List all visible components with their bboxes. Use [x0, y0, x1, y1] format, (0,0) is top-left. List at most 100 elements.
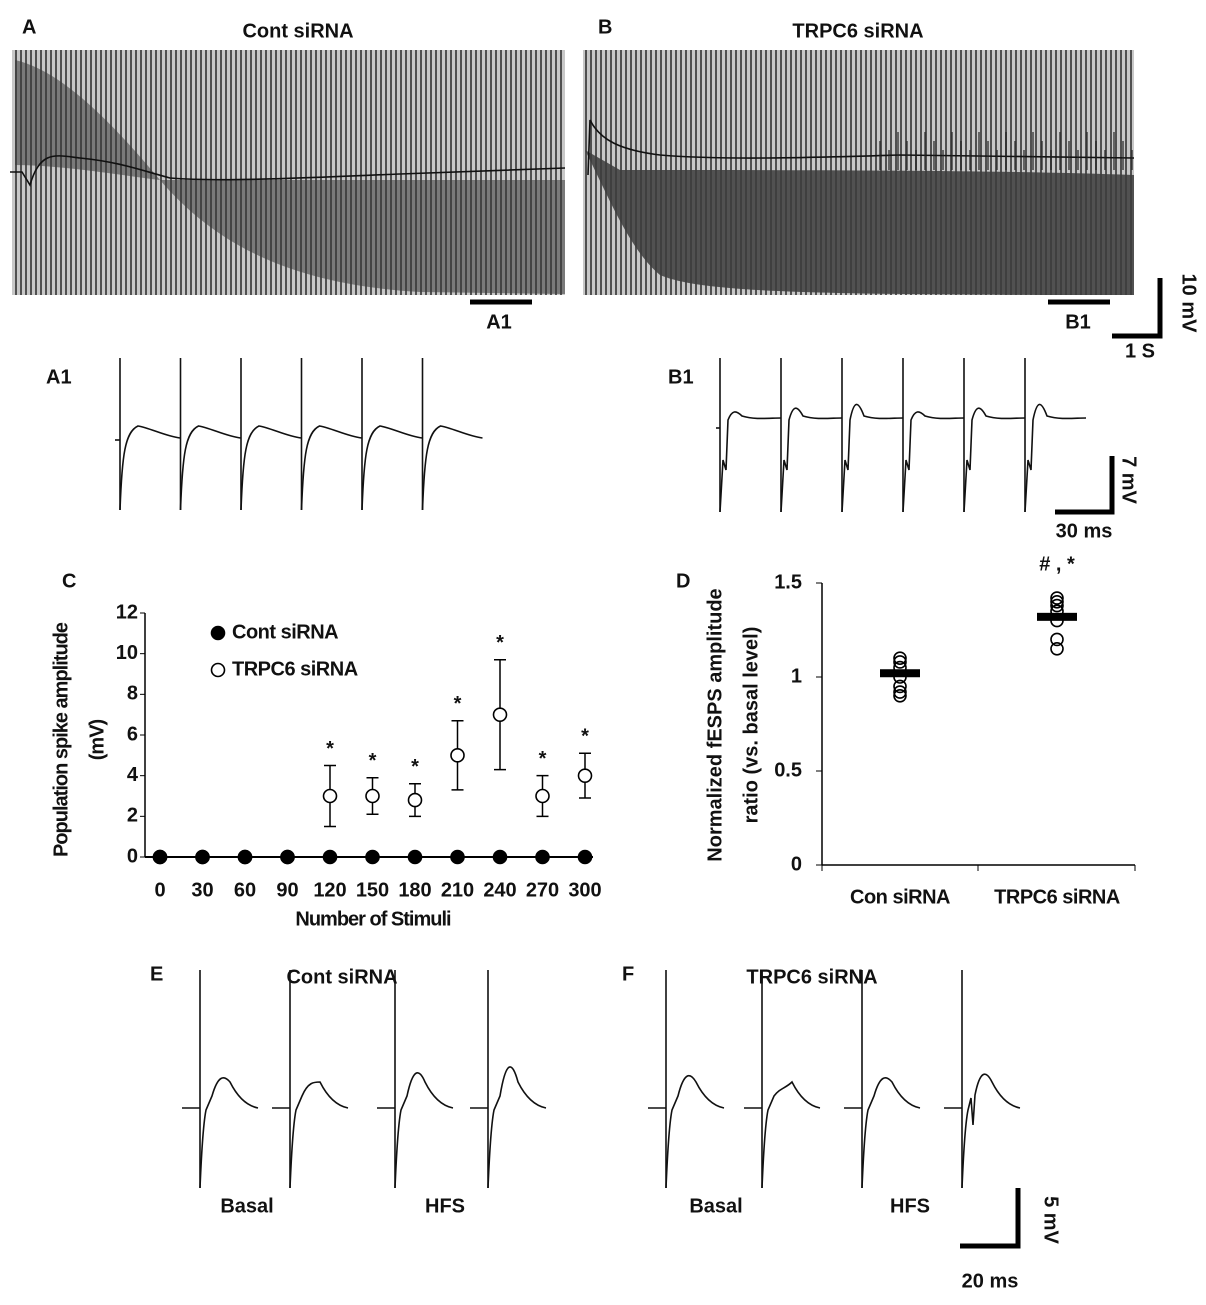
- data-point: [322, 788, 338, 804]
- condition-label: Basal: [689, 1195, 742, 1217]
- trace: [272, 1081, 349, 1189]
- x-tick-label: 180: [398, 879, 431, 901]
- y-tick-label: 1: [791, 665, 802, 687]
- y-tick-label: 6: [127, 723, 138, 745]
- y-tick-label: 1.5: [774, 571, 802, 593]
- panel-title: Cont siRNA: [286, 966, 397, 988]
- scale-x-label: 30 ms: [1056, 520, 1113, 542]
- x-tick-label: 90: [276, 879, 298, 901]
- trace: [377, 1072, 454, 1189]
- scale-bar: [1055, 456, 1115, 515]
- scale-x-label: 20 ms: [962, 1270, 1019, 1292]
- x-tick-label: 120: [313, 879, 346, 901]
- legend-marker: [210, 662, 226, 678]
- x-tick-label: 300: [568, 879, 601, 901]
- y-axis-label: ratio (vs. basal level): [740, 627, 762, 824]
- panel-title: Cont siRNA: [242, 20, 353, 42]
- x-tick-label: 150: [356, 879, 389, 901]
- mean-bar: [880, 669, 920, 678]
- data-point: [195, 849, 210, 865]
- trace: [719, 411, 782, 513]
- trace: [470, 1066, 547, 1189]
- panel-label: C: [62, 570, 76, 592]
- trace: [963, 407, 1026, 513]
- data-point: [893, 688, 907, 703]
- trace: [902, 411, 965, 513]
- x-tick-label: 210: [441, 879, 474, 901]
- panel-label: B1: [668, 366, 694, 388]
- data-point: [1050, 632, 1064, 647]
- data-point: [322, 849, 338, 865]
- y-tick-label: 4: [127, 764, 139, 786]
- condition-label: HFS: [425, 1195, 465, 1217]
- trace: [119, 425, 181, 511]
- trace: [240, 425, 302, 511]
- panel-title: TRPC6 siRNA: [746, 966, 877, 988]
- scale-y-label: 5 mV: [1040, 1196, 1062, 1244]
- panel-label: B: [598, 16, 612, 38]
- y-tick-label: 8: [127, 683, 138, 705]
- legend-label: Cont siRNA: [232, 621, 338, 643]
- data-point: [1050, 641, 1064, 656]
- data-point: [152, 849, 168, 865]
- mean-bar: [1037, 612, 1077, 621]
- trace: [300, 425, 362, 511]
- panel-label: D: [676, 570, 690, 592]
- significance-mark: *: [539, 748, 547, 770]
- trace: [587, 119, 1135, 176]
- trace-envelope: [585, 150, 1134, 295]
- panel-label: A: [22, 16, 36, 38]
- data-point: [535, 788, 550, 804]
- data-point: [577, 768, 593, 783]
- y-tick-label: 12: [116, 601, 138, 623]
- panel-label: A1: [46, 366, 72, 388]
- data-point: [365, 788, 380, 804]
- data-point: [450, 748, 465, 763]
- y-axis-label: Population spike amplitude: [50, 622, 72, 857]
- data-point: [893, 655, 907, 669]
- scale-x-label: 1 S: [1125, 340, 1155, 362]
- y-tick-label: 0.5: [774, 759, 802, 781]
- scale-y-label: 10 mV: [1178, 274, 1200, 334]
- traces: [10, 50, 1163, 1249]
- x-tick-label: 240: [483, 879, 516, 901]
- data-point: [1050, 591, 1064, 605]
- data-point: [280, 849, 295, 865]
- x-tick-label: 270: [526, 879, 559, 901]
- x-tick-label: 0: [154, 879, 165, 901]
- panel-label: F: [622, 963, 634, 985]
- data-point: [893, 651, 907, 666]
- panel-label: E: [150, 963, 163, 985]
- trace: [780, 407, 843, 513]
- significance-mark: *: [369, 750, 377, 772]
- scale-bar-label: B1: [1065, 311, 1091, 333]
- data-point: [535, 849, 550, 865]
- x-axis-label: Number of Stimuli: [295, 908, 451, 930]
- x-tick-label: 60: [234, 879, 256, 901]
- trace: [744, 1080, 821, 1189]
- scale-bar-label: A1: [486, 311, 512, 333]
- data-point: [450, 849, 465, 865]
- data-point: [492, 707, 508, 722]
- y-tick-label: 0: [791, 853, 802, 875]
- data-point: [365, 849, 380, 865]
- y-tick-label: 10: [116, 642, 138, 664]
- data-point: [237, 849, 253, 865]
- legend-label: TRPC6 siRNA: [232, 658, 358, 680]
- significance-mark: *: [326, 738, 334, 760]
- trace: [844, 1077, 921, 1189]
- trace: [944, 1073, 1021, 1189]
- trace: [421, 425, 483, 511]
- data-point: [407, 849, 423, 865]
- annotation: # , *: [1039, 553, 1075, 575]
- trace: [648, 1074, 725, 1189]
- data-point: [407, 792, 423, 808]
- trace-envelope: [15, 60, 565, 294]
- trace: [182, 1077, 259, 1189]
- data-point: [1050, 594, 1064, 609]
- condition-label: Basal: [220, 1195, 273, 1217]
- x-tick-label: Con siRNA: [850, 886, 950, 908]
- trace: [1024, 403, 1087, 513]
- scale-y-label: 7 mV: [1118, 456, 1140, 504]
